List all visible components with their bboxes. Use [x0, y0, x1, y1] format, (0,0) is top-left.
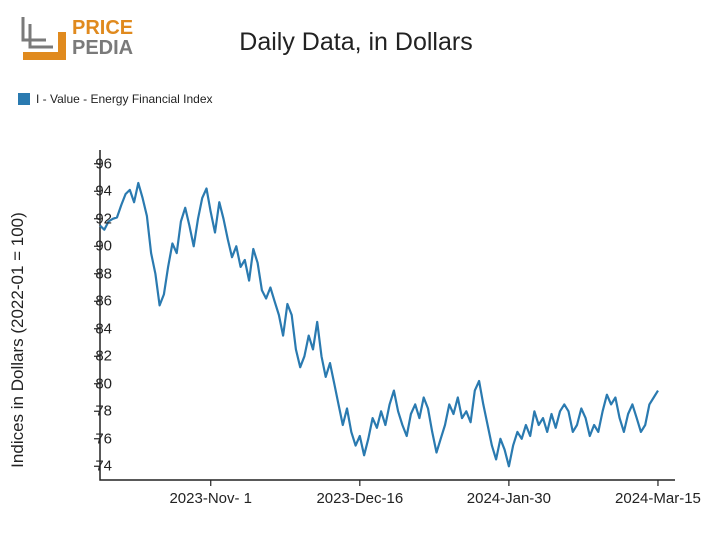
- y-tick-label: 96: [72, 155, 112, 172]
- y-tick-label: 92: [72, 210, 112, 227]
- legend-label: I - Value - Energy Financial Index: [36, 92, 213, 106]
- y-tick-label: 82: [72, 348, 112, 365]
- series-line: [100, 183, 658, 466]
- y-tick-label: 80: [72, 375, 112, 392]
- x-tick-label: 2023-Dec-16: [316, 490, 403, 507]
- y-tick-label: 88: [72, 265, 112, 282]
- plot-area: [100, 150, 675, 480]
- y-tick-label: 94: [72, 183, 112, 200]
- y-tick-label: 78: [72, 403, 112, 420]
- legend: I - Value - Energy Financial Index: [18, 92, 213, 106]
- legend-swatch: [18, 93, 30, 105]
- y-tick-label: 74: [72, 458, 112, 475]
- y-tick-label: 90: [72, 238, 112, 255]
- x-tick-label: 2024-Jan-30: [467, 490, 551, 507]
- x-tick-label: 2024-Mar-15: [615, 490, 701, 507]
- y-axis-label: Indices in Dollars (2022-01 = 100): [8, 212, 28, 468]
- chart-area: Indices in Dollars (2022-01 = 100) 74767…: [30, 150, 692, 530]
- y-tick-label: 84: [72, 320, 112, 337]
- y-tick-label: 86: [72, 293, 112, 310]
- x-tick-label: 2023-Nov- 1: [169, 490, 252, 507]
- y-tick-label: 76: [72, 430, 112, 447]
- chart-title: Daily Data, in Dollars: [0, 28, 712, 57]
